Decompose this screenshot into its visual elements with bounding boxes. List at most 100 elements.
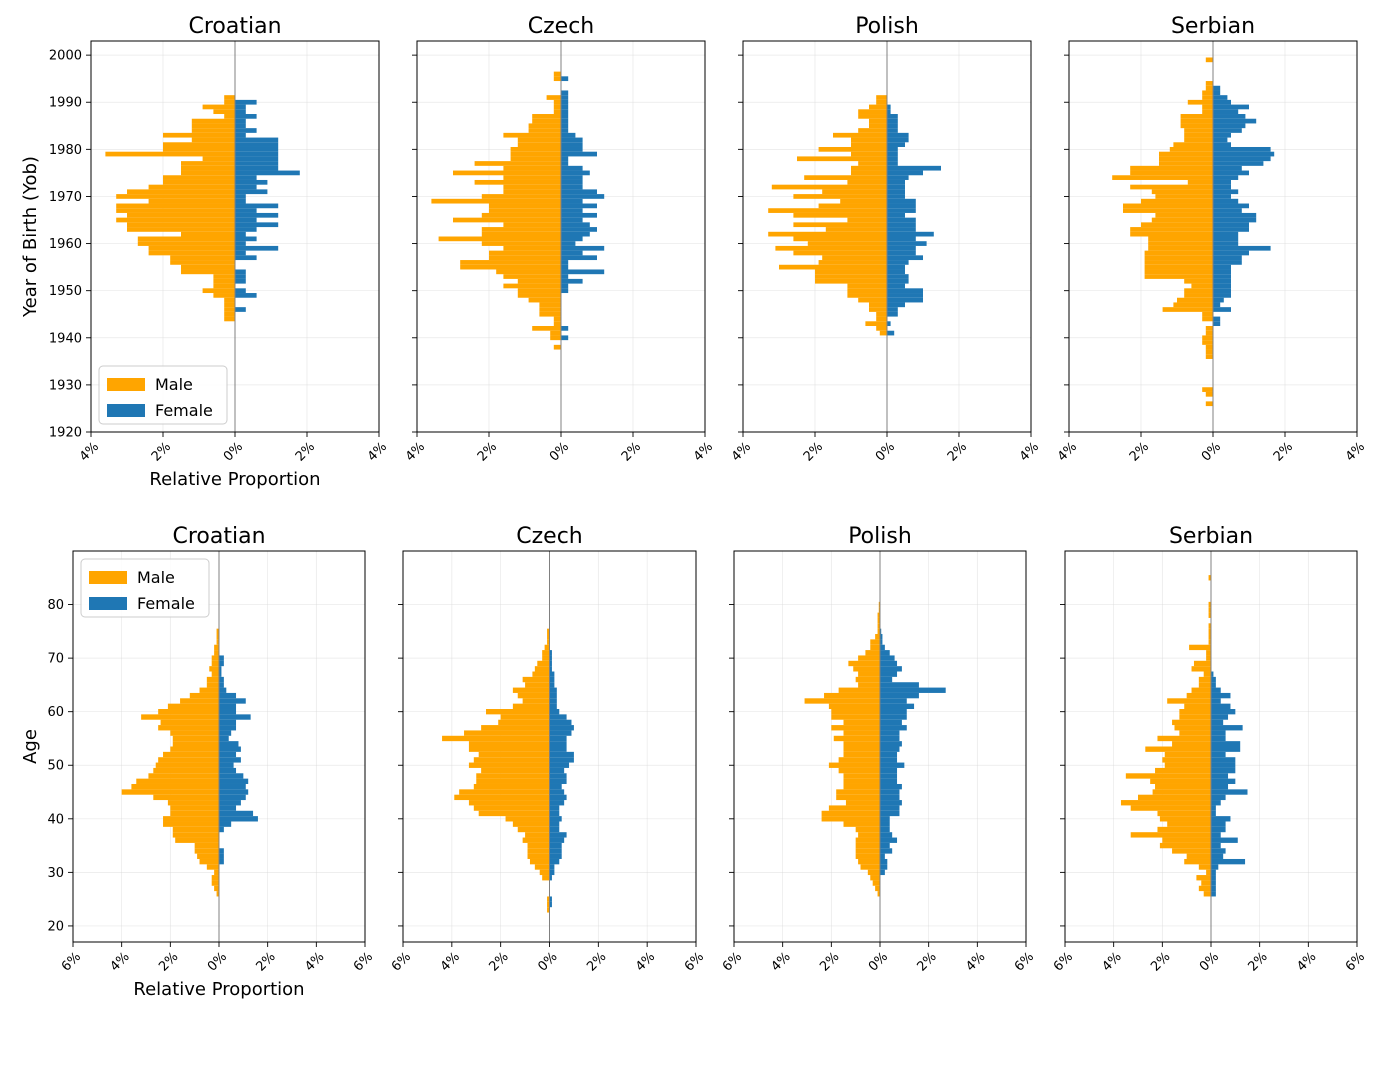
bar-male (527, 853, 550, 859)
bar-male (1179, 714, 1211, 720)
bar-female (1211, 821, 1226, 827)
y-tick-label: 40 (47, 812, 64, 827)
bar-female (1213, 109, 1239, 115)
bar-male (163, 816, 219, 822)
bar-female (880, 805, 900, 811)
x-tick-label: 2% (945, 439, 970, 464)
bar-male (542, 655, 550, 661)
bar-male (503, 274, 561, 279)
bar-female (219, 826, 224, 833)
bar-male (1208, 575, 1211, 581)
bar-female (549, 773, 567, 779)
bar-male (879, 330, 887, 336)
bar-male (1152, 789, 1211, 795)
bar-female (880, 655, 895, 661)
bar-male (855, 848, 880, 854)
bar-female (235, 288, 246, 294)
bar-female (235, 170, 300, 176)
bar-male (539, 869, 550, 876)
bar-male (1208, 623, 1211, 629)
bar-female (549, 725, 574, 731)
bar-female (549, 650, 552, 656)
bar-female (235, 118, 246, 124)
bar-male (522, 837, 550, 843)
panel-title: Polish (855, 14, 919, 39)
bar-male (1172, 741, 1211, 747)
bar-female (219, 698, 246, 704)
bar-male (1186, 692, 1211, 699)
bar-male (1145, 746, 1211, 752)
bar-male (517, 137, 561, 143)
bar-male (211, 660, 219, 667)
bar-male (510, 146, 561, 152)
bar-female (1211, 800, 1221, 806)
bar-male (1184, 703, 1211, 710)
bar-male (818, 146, 887, 152)
bar-male (1130, 231, 1213, 237)
bar-female (880, 762, 905, 768)
bar-female (219, 783, 246, 790)
bar-female (887, 175, 909, 180)
bar-male (1208, 607, 1211, 613)
bar-male (486, 709, 550, 715)
bar-male (473, 757, 550, 763)
x-tick-label: 4% (403, 439, 428, 464)
bar-male (1205, 349, 1213, 355)
bar-female (1211, 837, 1238, 843)
bar-female (880, 832, 893, 838)
bar-female (887, 264, 905, 270)
bar-male (847, 179, 887, 185)
bar-male (855, 853, 880, 859)
bar-male (550, 330, 561, 336)
bar-female (887, 104, 891, 110)
bar-male (818, 260, 887, 265)
bar-female (549, 757, 574, 763)
bar-male (181, 269, 235, 275)
y-tick-label: 20 (47, 919, 64, 934)
bar-male (1201, 880, 1211, 886)
bar-female (880, 800, 902, 806)
bar-male (464, 730, 550, 736)
bar-female (1211, 880, 1216, 886)
bar-female (1213, 161, 1264, 166)
bar-female (887, 212, 905, 218)
bar-male (1196, 875, 1211, 881)
bar-female (549, 875, 552, 881)
bar-female (561, 217, 583, 223)
bar-female (235, 123, 246, 129)
bar-female (880, 703, 915, 710)
x-tick-label: 4% (1294, 949, 1319, 974)
bar-male (1164, 751, 1211, 758)
bar-male (172, 735, 219, 742)
bar-female (887, 128, 898, 133)
bar-female (880, 676, 893, 683)
bar-female (549, 810, 560, 817)
bar-female (219, 778, 249, 784)
bar-female (1213, 170, 1249, 176)
bar-female (887, 283, 905, 289)
bar-female (887, 278, 909, 284)
x-tick-label: 4% (77, 439, 102, 464)
bar-male (1157, 735, 1211, 742)
bar-female (219, 714, 251, 720)
bar-female (880, 821, 890, 827)
bar-female (1213, 231, 1239, 237)
bar-female (1213, 114, 1246, 119)
bar-male (148, 184, 235, 190)
bar-male (496, 269, 561, 275)
bar-female (561, 179, 583, 185)
x-tick-label: 4% (729, 439, 754, 464)
bar-male (843, 730, 880, 736)
bar-male (1125, 773, 1211, 779)
bar-male (828, 762, 880, 768)
bar-male (793, 250, 887, 256)
bar-male (824, 692, 880, 699)
y-tick-label: 60 (47, 705, 64, 720)
bar-male (843, 746, 880, 752)
bar-male (847, 217, 887, 223)
bar-male (172, 832, 219, 838)
bar-female (561, 283, 569, 289)
bar-female (887, 132, 909, 138)
bar-female (1211, 719, 1224, 726)
